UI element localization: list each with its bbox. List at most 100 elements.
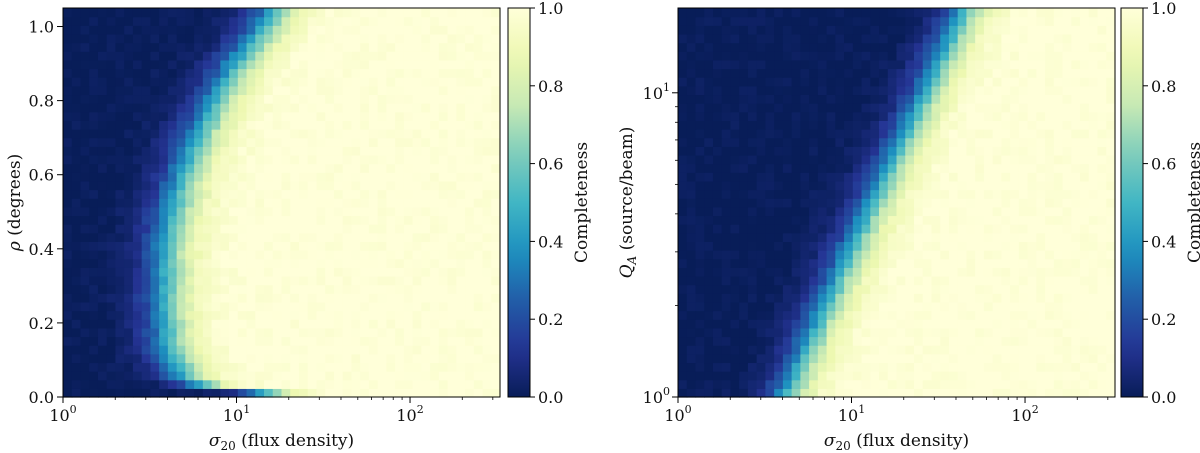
heatmap-cell: [940, 189, 950, 199]
heatmap-cell: [237, 198, 248, 208]
heatmap-cell: [852, 42, 863, 52]
heatmap-cell: [447, 224, 457, 234]
heatmap-cell: [106, 146, 117, 156]
heatmap-cell: [491, 120, 501, 130]
heatmap-cell: [290, 362, 300, 372]
heatmap-cell: [966, 154, 976, 165]
heatmap-cell: [940, 42, 950, 52]
heatmap-cell: [747, 68, 758, 78]
heatmap-cell: [1018, 68, 1029, 78]
heatmap-cell: [1036, 232, 1046, 242]
heatmap-cell: [1053, 224, 1064, 234]
heatmap-cell: [809, 163, 819, 173]
heatmap-cell: [89, 189, 99, 199]
heatmap-cell: [159, 267, 169, 277]
heatmap-cell: [1053, 25, 1064, 35]
heatmap-cell: [229, 146, 239, 156]
heatmap-cell: [491, 198, 501, 208]
heatmap-cell: [704, 129, 714, 139]
heatmap-cell: [1106, 319, 1116, 329]
heatmap-cell: [482, 120, 492, 130]
heatmap-cell: [290, 68, 300, 78]
heatmap-cell: [983, 232, 994, 242]
heatmap-cell: [430, 33, 440, 44]
heatmap-cell: [333, 206, 344, 217]
heatmap-cell: [1001, 42, 1011, 52]
heatmap-cell: [298, 85, 309, 96]
heatmap-cell: [844, 362, 854, 372]
heatmap-cell: [360, 33, 370, 44]
heatmap-cell: [957, 146, 968, 156]
heatmap-cell: [325, 103, 335, 113]
heatmap-cell: [386, 68, 396, 78]
heatmap-cell: [141, 267, 151, 277]
heatmap-cell: [809, 154, 819, 165]
heatmap-cell: [465, 51, 475, 61]
heatmap-cell: [307, 267, 318, 277]
heatmap-cell: [931, 163, 941, 173]
heatmap-cell: [809, 42, 819, 52]
heatmap-cell: [852, 85, 863, 96]
heatmap-cell: [992, 163, 1002, 173]
heatmap-cell: [966, 293, 976, 303]
heatmap-cell: [940, 137, 950, 147]
heatmap-cell: [307, 301, 318, 312]
heatmap-cell: [957, 198, 968, 208]
heatmap-cell: [307, 59, 318, 70]
heatmap-cell: [704, 362, 714, 372]
heatmap-cell: [695, 154, 705, 165]
heatmap-cell: [211, 154, 221, 165]
heatmap-cell: [835, 362, 845, 372]
heatmap-cell: [202, 224, 213, 234]
heatmap-cell: [1027, 362, 1037, 372]
heatmap-cell: [721, 241, 732, 251]
heatmap-cell: [756, 310, 766, 320]
heatmap-cell: [63, 353, 73, 364]
heatmap-cell: [747, 180, 758, 191]
heatmap-cell: [782, 206, 793, 217]
heatmap-cell: [80, 232, 90, 242]
heatmap-cell: [913, 319, 924, 329]
heatmap-cell: [298, 327, 309, 338]
heatmap-cell: [712, 250, 723, 260]
heatmap-cell: [861, 284, 871, 294]
heatmap-cell: [852, 379, 863, 389]
heatmap-cell: [482, 301, 492, 312]
heatmap-cell: [1053, 198, 1064, 208]
heatmap-cell: [351, 241, 361, 251]
heatmap-cell: [377, 120, 387, 130]
heatmap-cell: [896, 94, 906, 104]
heatmap-cell: [948, 8, 959, 18]
heatmap-cell: [1062, 189, 1072, 199]
heatmap-cell: [817, 345, 828, 355]
heatmap-cell: [957, 345, 968, 355]
heatmap-cell: [106, 103, 117, 113]
heatmap-cell: [264, 25, 274, 35]
heatmap-cell: [229, 345, 239, 355]
heatmap-cell: [307, 388, 318, 398]
heatmap-cell: [774, 59, 784, 70]
heatmap-cell: [791, 146, 801, 156]
heatmap-cell: [316, 172, 326, 182]
heatmap-cell: [255, 379, 265, 389]
heatmap-cell: [905, 250, 915, 260]
heatmap-cell: [473, 232, 484, 242]
heatmap-cell: [307, 16, 318, 26]
heatmap-cell: [264, 180, 274, 191]
heatmap-cell: [983, 16, 994, 26]
heatmap-cell: [852, 336, 863, 346]
heatmap-cell: [89, 206, 99, 217]
heatmap-cell: [931, 94, 941, 104]
heatmap-cell: [879, 362, 889, 372]
heatmap-cell: [1036, 388, 1046, 398]
heatmap-cell: [185, 215, 195, 225]
heatmap-cell: [1027, 25, 1037, 35]
heatmap-cell: [1045, 267, 1055, 277]
heatmap-cell: [1010, 206, 1020, 217]
heatmap-cell: [97, 327, 108, 338]
heatmap-cell: [80, 250, 90, 260]
heatmap-cell: [1071, 388, 1081, 398]
heatmap-cell: [1001, 111, 1011, 121]
heatmap-cell: [71, 275, 82, 286]
heatmap-cell: [1062, 103, 1072, 113]
